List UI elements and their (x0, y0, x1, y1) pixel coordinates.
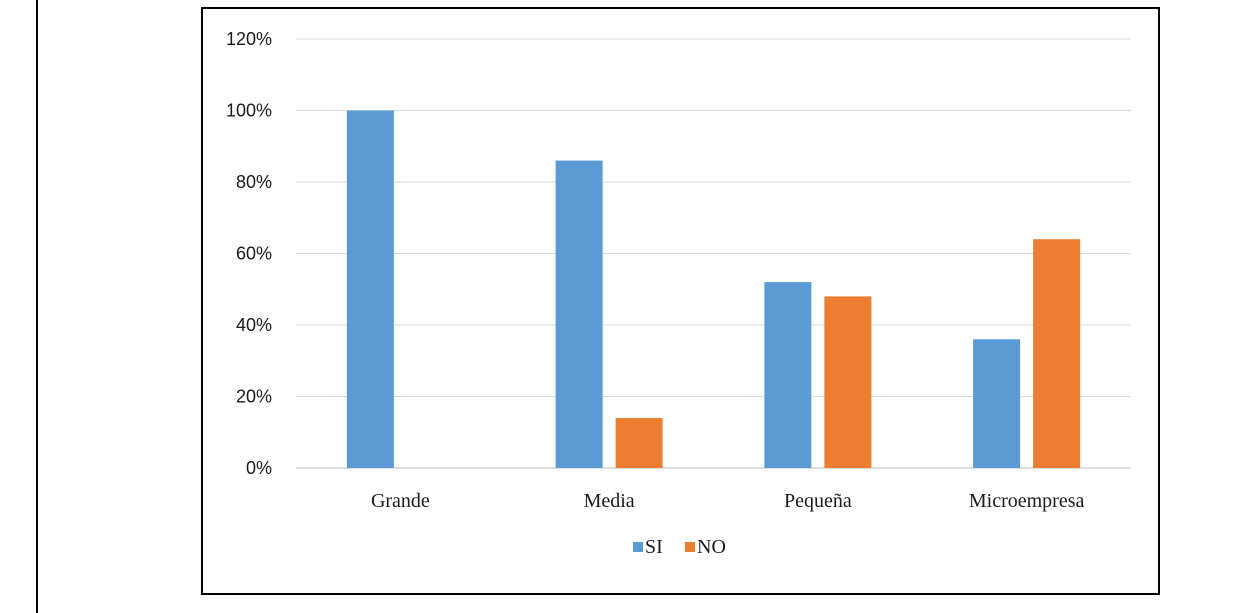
legend-swatch-no (685, 542, 695, 552)
y-axis-ticks: 0% 20% 40% 60% 80% 100% 120% (226, 29, 272, 478)
legend-label-no: NO (697, 536, 726, 558)
y-tick-label: 20% (236, 387, 272, 407)
bars (346, 110, 1081, 469)
y-tick-label: 120% (226, 29, 272, 49)
x-category-label: Grande (371, 490, 430, 512)
bar-si-microempresa (973, 339, 1021, 468)
bar-no-microempresa (1033, 239, 1081, 468)
x-category-label: Microempresa (969, 490, 1085, 512)
x-category-label: Media (584, 490, 635, 512)
y-tick-label: 0% (246, 458, 272, 478)
x-category-label: Pequeña (784, 490, 852, 512)
y-tick-label: 100% (226, 101, 272, 121)
bar-no-media (615, 417, 663, 468)
legend-label-si: SI (645, 536, 663, 558)
bar-si-pequeña (764, 282, 812, 468)
x-axis-categories: Grande Media Pequeña Microempresa (371, 490, 1085, 512)
y-tick-label: 80% (236, 172, 272, 192)
bar-si-media (555, 160, 603, 469)
legend: SI NO (633, 536, 726, 558)
bar-si-grande (346, 110, 394, 468)
outer-border (36, 0, 38, 613)
y-tick-label: 40% (236, 315, 272, 335)
bar-no-pequeña (824, 296, 872, 468)
y-tick-label: 60% (236, 244, 272, 264)
legend-swatch-si (633, 542, 643, 552)
